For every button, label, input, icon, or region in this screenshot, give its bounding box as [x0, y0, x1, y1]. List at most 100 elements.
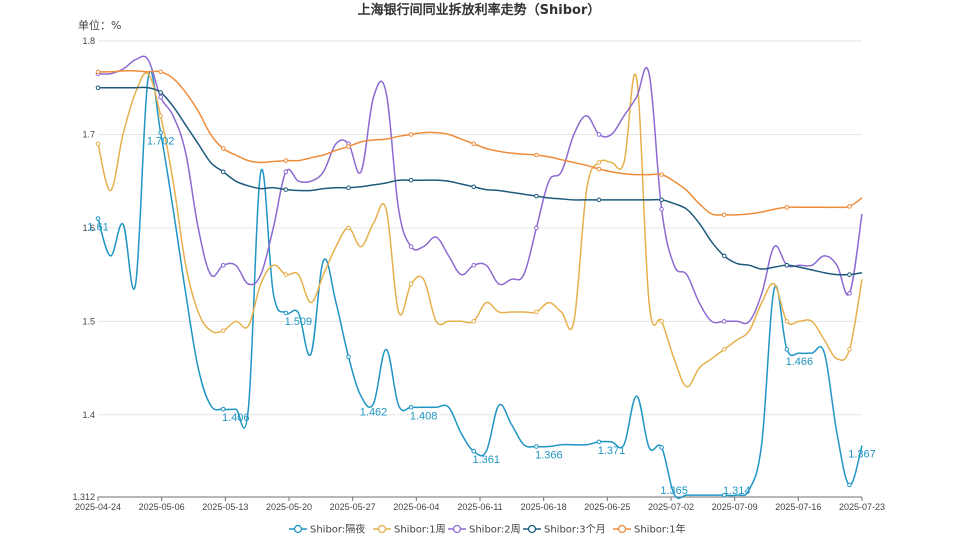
- series-point: [158, 113, 163, 119]
- series-point: [346, 354, 351, 360]
- series-point: [471, 319, 477, 324]
- series-point: [283, 169, 289, 175]
- series-point: [220, 328, 226, 333]
- series-point: [596, 160, 602, 165]
- series-point: [220, 146, 226, 151]
- series-point: [408, 177, 414, 183]
- series-lines: [95, 55, 863, 499]
- series-point: [408, 404, 414, 410]
- legend-swatch-marker: [527, 524, 537, 534]
- series-point: [534, 225, 539, 231]
- series-point: [721, 347, 727, 352]
- series-point: [408, 132, 414, 137]
- legend-label: Shibor:1年: [634, 523, 686, 536]
- data-label: 1.509: [285, 316, 313, 328]
- series-point: [283, 310, 289, 316]
- series-point: [659, 206, 664, 212]
- data-label: 1.314: [723, 485, 751, 497]
- series-point: [346, 225, 351, 231]
- series-point: [534, 193, 539, 199]
- series-point: [847, 290, 852, 296]
- series-point: [596, 197, 602, 203]
- series-point: [534, 309, 539, 315]
- series-point: [596, 439, 602, 445]
- series-point: [534, 444, 539, 449]
- x-tick-label: 2025-05-06: [139, 502, 185, 512]
- series-point: [721, 492, 727, 498]
- series-point: [95, 85, 101, 91]
- series-point: [283, 158, 289, 163]
- series-point: [721, 253, 727, 259]
- legend-label: Shibor:2周: [469, 524, 521, 536]
- series-point: [471, 448, 477, 454]
- series-point: [471, 262, 477, 268]
- x-tick-label: 2025-07-02: [648, 502, 694, 512]
- data-labels: 1.702 1.61 1.406 1.509 1.462 1.408 1.361 1.366 1…: [87, 136, 875, 497]
- x-tick-label: 2025-06-25: [584, 502, 630, 512]
- series-point: [220, 262, 226, 268]
- x-tick-label: 2025-07-23: [839, 502, 885, 512]
- x-tick-label: 2025-07-16: [775, 502, 821, 512]
- series-point: [158, 130, 163, 135]
- series-point: [659, 319, 664, 324]
- series-line-2: [97, 72, 863, 388]
- legend-swatch-marker: [617, 524, 627, 534]
- y-tick-label: 1.5: [82, 316, 95, 326]
- x-tick-label: 2025-06-18: [521, 502, 567, 512]
- data-label: 1.466: [786, 356, 814, 368]
- data-label: 1.702: [147, 136, 175, 148]
- series-line-3: [97, 55, 863, 325]
- series-point: [659, 172, 664, 177]
- series-point: [847, 482, 852, 488]
- series-point: [596, 132, 602, 137]
- data-label: 1.366: [535, 450, 563, 462]
- series-point: [847, 272, 852, 277]
- series-point: [784, 205, 790, 210]
- y-tick-label: 1.7: [82, 129, 95, 139]
- data-label: 1.371: [598, 445, 626, 457]
- x-tick-label: 2025-07-09: [712, 502, 758, 512]
- data-label: 1.367: [848, 449, 876, 461]
- series-point: [346, 144, 351, 149]
- series-point: [471, 141, 477, 147]
- data-label: 1.408: [410, 410, 438, 422]
- x-tick-label: 2025-05-20: [266, 502, 312, 512]
- legend-swatch-marker: [452, 524, 462, 534]
- series-line-4: [97, 86, 863, 276]
- y-tick-label: 1.8: [82, 36, 95, 46]
- series-point: [471, 184, 477, 190]
- y-tick-label: 1.6: [82, 223, 95, 233]
- series-point: [220, 406, 226, 412]
- grid-lines: [98, 40, 862, 498]
- series-point: [95, 69, 101, 75]
- legend-swatch-marker: [377, 524, 387, 534]
- series-point: [95, 216, 101, 221]
- data-label: 1.462: [360, 407, 388, 419]
- series-point: [95, 141, 101, 147]
- series-point: [346, 185, 351, 191]
- series-point: [784, 319, 790, 324]
- series-point: [659, 445, 664, 450]
- x-tick-label: 2025-06-11: [457, 502, 502, 512]
- series-point: [847, 347, 852, 352]
- y-tick-label: 1.312: [72, 492, 95, 502]
- series-point: [283, 272, 289, 277]
- x-tick-label: 2025-04-24: [75, 502, 121, 512]
- y-tick-label: 1.4: [82, 410, 95, 420]
- series-point: [784, 347, 790, 352]
- legend-swatch-marker: [293, 524, 303, 534]
- series-point: [408, 281, 414, 287]
- series-point: [220, 169, 226, 175]
- series-point: [283, 187, 289, 192]
- series-point: [158, 69, 163, 75]
- series-line-1: [97, 70, 863, 499]
- series-point: [158, 90, 163, 95]
- series-point: [721, 212, 727, 218]
- legend-label: Shibor:1周: [394, 524, 446, 536]
- series-point: [408, 244, 414, 249]
- series-point: [534, 152, 539, 158]
- series-point: [721, 319, 727, 324]
- series-point: [847, 204, 852, 209]
- data-label: 1.365: [660, 485, 688, 497]
